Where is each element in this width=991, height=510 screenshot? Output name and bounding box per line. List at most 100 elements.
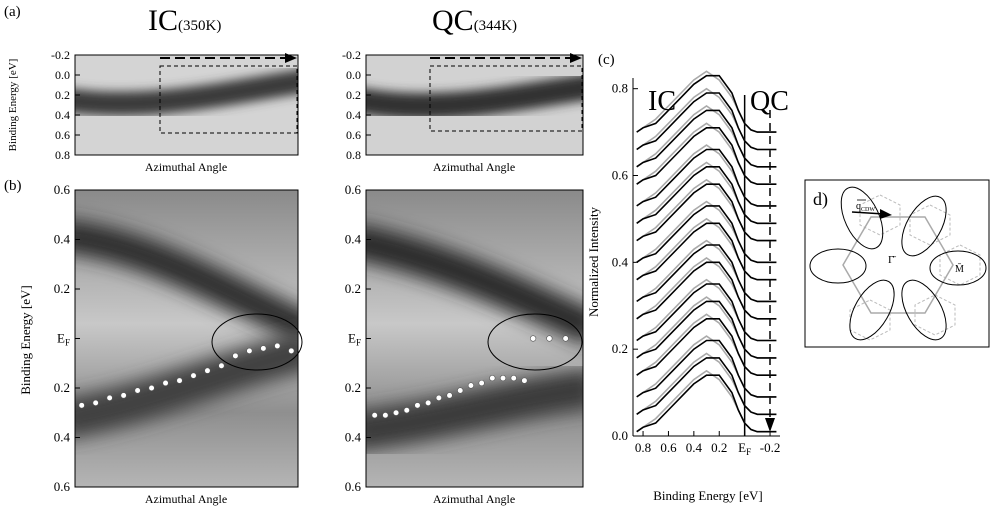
data-point [403,407,410,414]
legend-entry: IC [648,86,676,117]
tick-label-main: E [348,331,356,346]
tick-label-subscript: F [746,447,751,457]
spectrum-curve [636,239,777,303]
diagram-frame [804,179,990,348]
spectrum-curve [636,222,777,281]
highlight-ellipse [487,313,583,371]
title-main: IC [148,4,178,37]
y-tick-label: 0.8 [612,81,628,96]
tick-label-main: 0.6 [54,182,71,197]
data-point [274,342,281,350]
q-label: qCDW [856,201,875,213]
tick-label-main: E [738,440,746,455]
spectrum-curve [636,374,777,433]
y-tick-label: -0.2 [51,48,70,62]
x-tick-label: 0.8 [635,440,651,455]
x-axis-label: Azimuthal Angle [433,160,515,174]
data-point [134,387,141,394]
x-axis-label: Azimuthal Angle [145,160,227,174]
data-point [489,375,496,382]
x-tick-label: 0.4 [686,440,703,455]
spectrum-curve [636,217,777,281]
data-point [392,409,400,416]
data-point [78,402,85,409]
spectrum-curve [636,205,777,264]
x-tick-label: EF [738,440,751,457]
brillouin-zone [842,216,954,314]
spectrum-curve [636,109,777,168]
tick-label-main: 0.2 [345,281,361,296]
y-tick-label: 0.4 [346,108,361,122]
x-tick-label: 0.6 [660,440,677,455]
data-point [529,335,537,342]
y-tick-label: 0.0 [612,428,628,443]
data-point [425,399,432,406]
y-tick-label: 0.2 [345,281,361,296]
frame [74,54,299,156]
y-axis-label: Normalized Intensity [586,206,601,317]
m-label: M̄ [955,263,964,275]
panel-label: (c) [598,52,615,68]
y-tick-label: 0.2 [612,341,628,356]
data-point [106,394,113,402]
spectrum-curve [636,183,777,242]
q-main: q [856,201,861,212]
data-point [148,384,155,392]
fermi-pockets [809,186,987,341]
x-axis-label: Azimuthal Angle [145,492,227,506]
data-point [546,335,553,342]
y-tick-label: 0.4 [612,254,629,269]
y-tick-label: 0.0 [346,68,361,82]
tick-label-subscript: F [65,338,70,348]
data-point [382,412,389,419]
data-point [190,372,197,379]
data-point [435,394,442,402]
spectrum-curve [636,257,777,320]
data-point [162,379,169,387]
y-tick-label: 0.6 [612,168,629,183]
heatmap-image [75,55,298,155]
data-point [246,347,253,354]
spectrum-curve [636,369,777,433]
spectrum-curve [636,122,777,185]
spectrum-curve [636,74,777,133]
y-tick-label: 0.4 [345,232,362,247]
arrow-head [880,209,892,219]
spectrum-curve [636,200,777,264]
spectrum-curve [636,283,777,342]
title-note: (344K) [474,18,517,34]
data-point [499,375,507,382]
spectrum-curve [636,244,777,303]
selection-box [159,65,298,134]
x-tick-label: -0.2 [760,440,781,455]
spectrum-curve [636,166,777,225]
data-point [510,375,517,382]
tick-label-main: 0.6 [345,182,362,197]
spectrum-curve [636,161,777,225]
tick-label-main: 0.2 [54,281,70,296]
spectrum-curve [636,278,777,342]
heatmap-image [366,190,583,487]
tick-label-main: 0.4 [345,232,362,247]
frame [365,54,584,156]
tick-label-main: 0.0 [346,68,361,82]
y-tick-label: 0.2 [54,380,70,395]
y-axis-label: Binding Energy [eV] [7,59,19,152]
data-point [562,335,569,342]
arrow-head [570,53,582,63]
spectrum-curve [636,148,777,207]
data-point [467,382,475,389]
title: IC(350K) [148,4,221,37]
q-subscript: CDW [861,207,875,213]
y-tick-label: 0.4 [54,430,71,445]
y-tick-label: 0.6 [345,479,362,494]
title-note: (350K) [178,18,221,34]
spectrum-curve [636,357,777,416]
spectrum-curve [636,318,777,376]
data-point [446,392,453,399]
spectrum-curve [636,313,777,376]
panel-label: (b) [4,178,22,194]
selection-box [429,65,583,132]
y-tick-label: 0.0 [55,68,70,82]
